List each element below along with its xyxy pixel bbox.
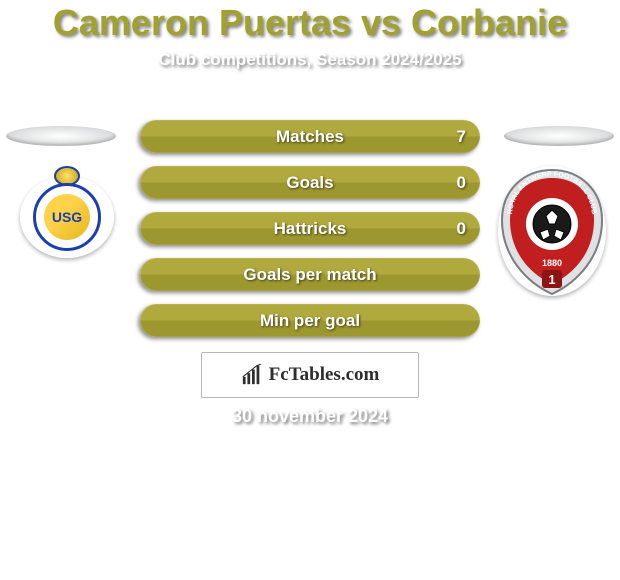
branding-box: FcTables.com xyxy=(201,352,419,398)
stat-bar-value: 0 xyxy=(457,166,466,199)
stat-bar: Hattricks0 xyxy=(140,212,480,245)
stat-bar-label: Hattricks xyxy=(140,212,480,245)
stat-bar-value: 7 xyxy=(457,120,466,153)
left-player-halo xyxy=(6,126,116,146)
right-player-halo xyxy=(504,126,614,146)
right-team-crest: ROYAL ANTWERP FOOTBALL CLUB 1880 1 xyxy=(498,166,606,296)
stat-bar: Min per goal xyxy=(140,304,480,337)
stat-bar-label: Goals xyxy=(140,166,480,199)
bar-chart-icon xyxy=(241,364,263,386)
stat-bar-label: Goals per match xyxy=(140,258,480,291)
usg-badge-icon: USG xyxy=(33,183,101,251)
left-team-crest: USG xyxy=(20,176,114,258)
branding-text: FcTables.com xyxy=(269,364,380,386)
antwerp-badge-icon: ROYAL ANTWERP FOOTBALL CLUB 1880 1 xyxy=(498,166,606,296)
stat-bar-value: 0 xyxy=(457,212,466,245)
date-stamp: 30 november 2024 xyxy=(0,406,620,427)
stat-bar-label: Min per goal xyxy=(140,304,480,337)
stat-bar: Goals per match xyxy=(140,258,480,291)
crest-number: 1 xyxy=(548,272,555,287)
stat-bar-label: Matches xyxy=(140,120,480,153)
crest-year: 1880 xyxy=(542,258,562,268)
page-title: Cameron Puertas vs Corbanie xyxy=(0,0,620,44)
stat-bar: Goals0 xyxy=(140,166,480,199)
stat-bar: Matches7 xyxy=(140,120,480,153)
stat-bars: Matches7Goals0Hattricks0Goals per matchM… xyxy=(140,120,480,350)
comparison-card: Cameron Puertas vs Corbanie Club competi… xyxy=(0,0,620,580)
page-subtitle: Club competitions, Season 2024/2025 xyxy=(0,50,620,70)
